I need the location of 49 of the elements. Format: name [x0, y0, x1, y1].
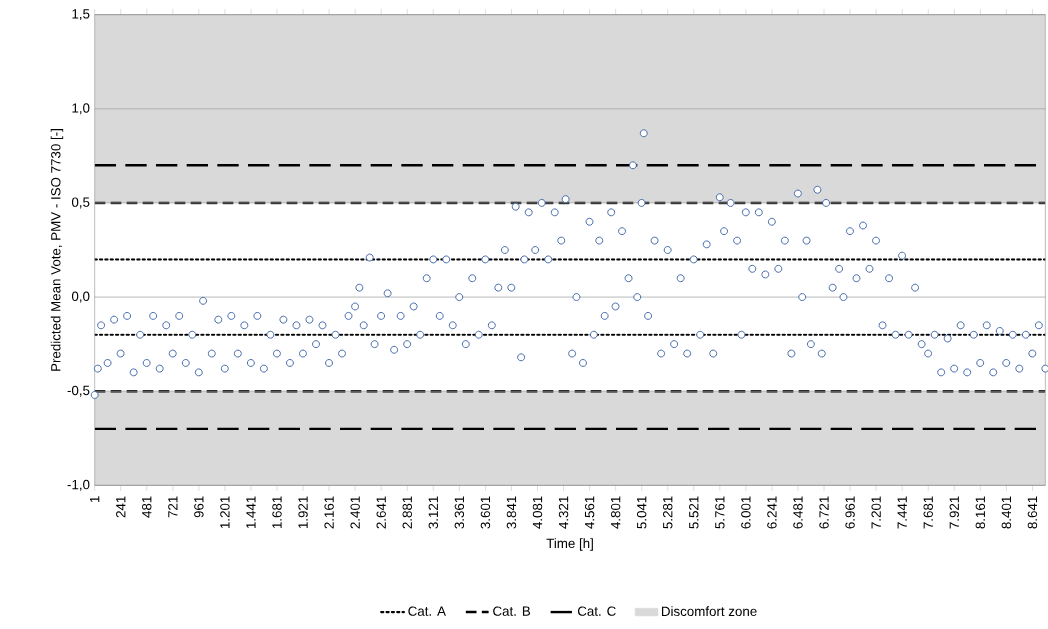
x-tick-label: 1 — [90, 496, 100, 502]
x-tick-label: 961 — [194, 496, 204, 518]
y-tick-label: -1,0 — [67, 479, 90, 491]
y-tick-label: 1,0 — [72, 103, 90, 115]
x-tick-label: 241 — [116, 496, 126, 518]
x-tick-label: 6.001 — [741, 496, 751, 529]
legend-label: Cat. B — [493, 606, 531, 616]
legend-label: Cat. A — [408, 606, 446, 616]
x-tick-label: 7.921 — [949, 496, 959, 529]
y-tick-label: 0,0 — [71, 291, 90, 303]
x-tick-label: 6.481 — [793, 496, 803, 529]
legend-label: Cat. C — [577, 606, 616, 616]
x-tick-label: 6.241 — [767, 496, 777, 529]
x-tick-label: 7.201 — [871, 496, 881, 529]
x-tick-label: 2.881 — [402, 496, 412, 529]
x-tick-label: 5.281 — [663, 496, 673, 529]
y-axis-title: Predicted Mean Vote, PMV - ISO 7730 [-] — [50, 128, 64, 371]
x-tick-label: 7.681 — [923, 496, 933, 529]
x-tick-label: 1.921 — [298, 496, 308, 528]
x-tick-label: 2.161 — [324, 496, 334, 529]
x-tick-label: 2.641 — [376, 496, 386, 529]
x-tick-label: 4.321 — [558, 496, 569, 529]
x-tick-label: 5.041 — [636, 496, 647, 529]
x-tick-label: 4.561 — [584, 496, 595, 529]
y-tick-label: 0,5 — [71, 197, 90, 209]
x-tick-label: 6.961 — [845, 496, 855, 529]
x-tick-label: 3.361 — [454, 496, 465, 529]
x-tick-label: 6.721 — [819, 496, 829, 529]
x-tick-label: 5.761 — [715, 496, 725, 529]
x-tick-label: 3.841 — [506, 496, 517, 529]
legend-label: Discomfort zone — [661, 606, 757, 616]
x-tick-label: 1.201 — [220, 496, 230, 528]
x-tick-label: 8.641 — [1027, 496, 1038, 529]
x-tick-label: 4.801 — [610, 496, 621, 529]
x-tick-label: 8.161 — [975, 496, 986, 529]
x-tick-label: 481 — [142, 496, 152, 518]
x-tick-label: 7.441 — [897, 496, 907, 529]
x-tick-label: 721 — [168, 496, 178, 518]
x-tick-label: 5.521 — [689, 496, 699, 529]
x-axis-title: Time [h] — [546, 538, 593, 551]
x-tick-label: 4.081 — [532, 496, 543, 529]
x-tick-label: 1.441 — [246, 496, 256, 528]
x-tick-label: 8.401 — [1001, 496, 1012, 529]
x-tick-label: 2.401 — [350, 496, 360, 529]
y-tick-label: 1,5 — [72, 9, 90, 20]
x-tick-label: 3.601 — [480, 496, 491, 529]
y-tick-label: -0,5 — [67, 385, 90, 397]
x-tick-label: 1.681 — [272, 496, 282, 528]
x-tick-label: 3.121 — [428, 496, 439, 529]
